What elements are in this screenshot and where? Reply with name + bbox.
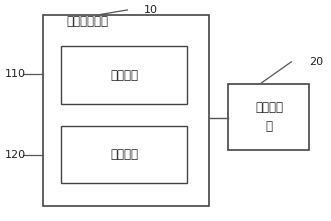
Text: 110: 110	[5, 69, 26, 79]
Bar	[61, 46, 187, 104]
Text: 120: 120	[5, 150, 26, 160]
Text: 通信模块: 通信模块	[110, 148, 138, 161]
Bar	[228, 84, 309, 150]
Text: 交互模块: 交互模块	[110, 69, 138, 82]
Text: 20: 20	[309, 57, 324, 67]
Text: 10: 10	[144, 5, 158, 15]
Bar	[61, 126, 187, 183]
Text: 应急通信设备: 应急通信设备	[67, 15, 109, 28]
Bar	[43, 15, 209, 206]
Text: 后台服务
器: 后台服务 器	[255, 101, 283, 133]
